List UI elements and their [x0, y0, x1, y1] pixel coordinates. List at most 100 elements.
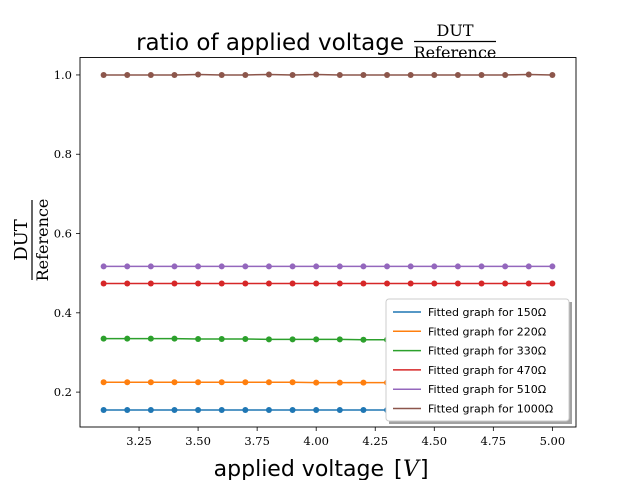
- legend-label: Fitted graph for 330Ω: [428, 345, 546, 358]
- data-point: [100, 335, 107, 342]
- data-point: [218, 379, 225, 386]
- data-point: [313, 263, 320, 270]
- data-point: [360, 379, 367, 386]
- data-point: [147, 263, 154, 270]
- data-point: [454, 263, 461, 270]
- data-point: [313, 71, 320, 78]
- data-point: [336, 280, 343, 287]
- legend-box: [385, 298, 570, 422]
- x-label-bracket-close: ]: [420, 457, 429, 480]
- y-tick-label: 0.6: [54, 227, 72, 241]
- data-point: [336, 71, 343, 78]
- data-point: [549, 263, 556, 270]
- data-point: [336, 336, 343, 343]
- x-tick-label: 3.25: [126, 434, 152, 448]
- data-point: [100, 379, 107, 386]
- data-point: [478, 280, 485, 287]
- plot-frame: [79, 57, 577, 428]
- data-point: [336, 263, 343, 270]
- legend-items: Fitted graph for 150Ω Fitted graph for 22…: [393, 306, 553, 416]
- data-point: [265, 406, 272, 413]
- x-tick-label: 4.75: [481, 434, 507, 448]
- legend-label: Fitted graph for 150Ω: [428, 306, 546, 319]
- data-point: [147, 280, 154, 287]
- legend-label: Fitted graph for 220Ω: [428, 325, 546, 338]
- data-point: [171, 263, 178, 270]
- data-point: [407, 263, 414, 270]
- axis-ticks: 3.25 3.50 3.75 4.00 4.25 4.50 4.75 5.00 0.2 0.4 0.…: [54, 68, 565, 448]
- data-point: [313, 280, 320, 287]
- data-point: [454, 280, 461, 287]
- title-fraction-denominator: Reference: [414, 43, 497, 62]
- series-group: [100, 280, 556, 287]
- data-point: [502, 263, 509, 270]
- data-point: [171, 71, 178, 78]
- y-label-denominator: Reference: [33, 199, 52, 282]
- data-point: [242, 280, 249, 287]
- data-point: [407, 280, 414, 287]
- legend-label: Fitted graph for 1000Ω: [428, 403, 553, 416]
- y-axis-label: DUT Reference: [11, 199, 52, 282]
- data-point: [171, 280, 178, 287]
- x-axis-label: applied voltage [ V ]: [214, 457, 429, 480]
- data-point: [124, 263, 131, 270]
- x-label-unit: V: [403, 457, 421, 480]
- x-tick-label: 3.50: [185, 434, 211, 448]
- data-point: [124, 406, 131, 413]
- x-label-text: applied voltage: [214, 457, 384, 480]
- data-point: [100, 263, 107, 270]
- data-point: [549, 71, 556, 78]
- data-point: [195, 263, 202, 270]
- y-tick-label: 0.8: [54, 147, 72, 161]
- data-point: [431, 71, 438, 78]
- data-point: [242, 406, 249, 413]
- data-point: [384, 263, 391, 270]
- data-point: [124, 379, 131, 386]
- chart-title: ratio of applied voltage DUT Reference: [136, 21, 496, 62]
- data-point: [265, 263, 272, 270]
- data-point: [360, 263, 367, 270]
- data-point: [336, 406, 343, 413]
- series-group: [100, 71, 556, 78]
- data-point: [171, 335, 178, 342]
- data-point: [384, 280, 391, 287]
- data-point: [242, 335, 249, 342]
- data-point: [265, 379, 272, 386]
- data-point: [218, 335, 225, 342]
- data-point: [171, 406, 178, 413]
- data-point: [195, 71, 202, 78]
- data-point: [218, 280, 225, 287]
- data-point: [218, 406, 225, 413]
- data-point: [242, 263, 249, 270]
- data-point: [360, 336, 367, 343]
- data-point: [384, 71, 391, 78]
- y-label-numerator: DUT: [11, 219, 32, 261]
- data-point: [195, 379, 202, 386]
- data-point: [313, 336, 320, 343]
- data-point: [171, 379, 178, 386]
- data-point: [360, 406, 367, 413]
- data-point: [289, 263, 296, 270]
- data-point: [147, 71, 154, 78]
- data-point: [124, 280, 131, 287]
- legend-label: Fitted graph for 510Ω: [428, 383, 546, 396]
- data-point: [289, 379, 296, 386]
- data-point: [289, 71, 296, 78]
- legend: Fitted graph for 150Ω Fitted graph for 22…: [385, 298, 572, 424]
- data-point: [124, 335, 131, 342]
- data-point: [218, 71, 225, 78]
- data-point: [502, 280, 509, 287]
- data-point: [407, 71, 414, 78]
- y-tick-label: 0.2: [54, 385, 72, 399]
- data-point: [100, 280, 107, 287]
- data-point: [360, 280, 367, 287]
- data-point: [147, 379, 154, 386]
- data-point: [454, 71, 461, 78]
- data-point: [242, 379, 249, 386]
- data-point: [289, 280, 296, 287]
- x-tick-label: 4.00: [303, 434, 329, 448]
- data-point: [360, 71, 367, 78]
- data-point: [124, 71, 131, 78]
- data-point: [336, 379, 343, 386]
